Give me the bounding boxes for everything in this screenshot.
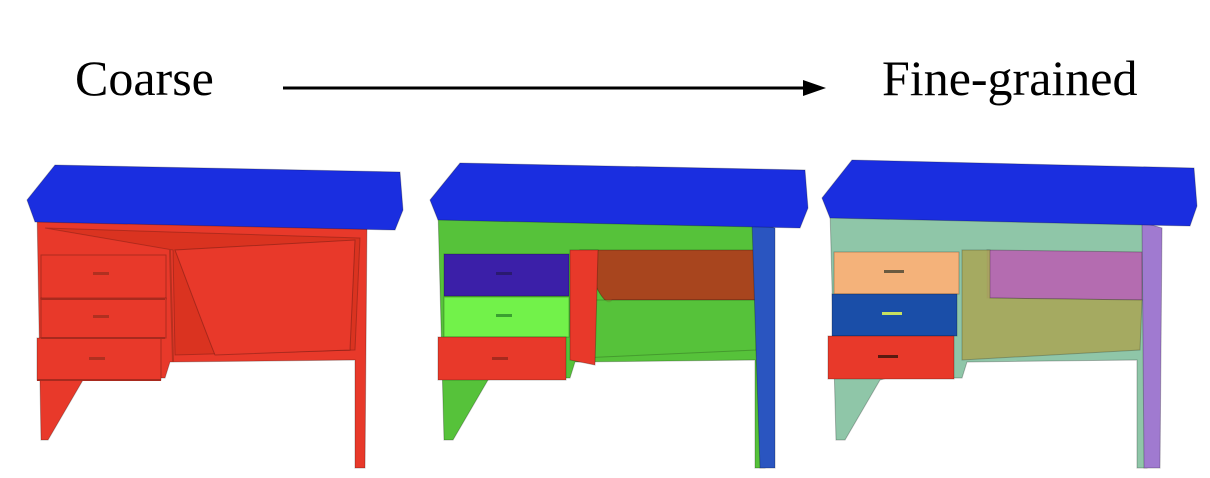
arrow-head bbox=[803, 80, 826, 96]
desk-body bbox=[36, 209, 368, 469]
drawer-side-panel bbox=[569, 249, 599, 366]
fine-grained-label: Fine-grained bbox=[882, 50, 1138, 106]
coarse-desk bbox=[26, 164, 404, 469]
desk-shelf bbox=[579, 299, 759, 359]
drawer-handle bbox=[496, 272, 512, 275]
desk-back-panel bbox=[174, 239, 356, 356]
tabletop bbox=[26, 164, 404, 231]
desk-back-panel bbox=[579, 249, 759, 303]
drawer-handle bbox=[878, 355, 898, 358]
drawer-handle bbox=[93, 315, 109, 318]
desk-body bbox=[437, 209, 776, 469]
fine-grained-desk bbox=[821, 159, 1198, 469]
desk-shelf bbox=[961, 249, 1143, 361]
medium-desk bbox=[429, 162, 809, 469]
drawer-handle bbox=[882, 312, 902, 315]
desk-back-panel bbox=[986, 249, 1143, 301]
drawer-handle bbox=[93, 272, 109, 275]
drawer-handle bbox=[492, 357, 508, 360]
drawer-handle bbox=[496, 314, 512, 317]
drawer-handle bbox=[89, 357, 105, 360]
tabletop bbox=[821, 159, 1198, 227]
drawer-handle bbox=[884, 270, 904, 273]
drawer-top bbox=[40, 254, 167, 300]
coarse-label: Coarse bbox=[75, 50, 214, 106]
desk-right-leg bbox=[1141, 221, 1163, 469]
tabletop bbox=[429, 162, 809, 229]
desk-body bbox=[827, 209, 1163, 469]
